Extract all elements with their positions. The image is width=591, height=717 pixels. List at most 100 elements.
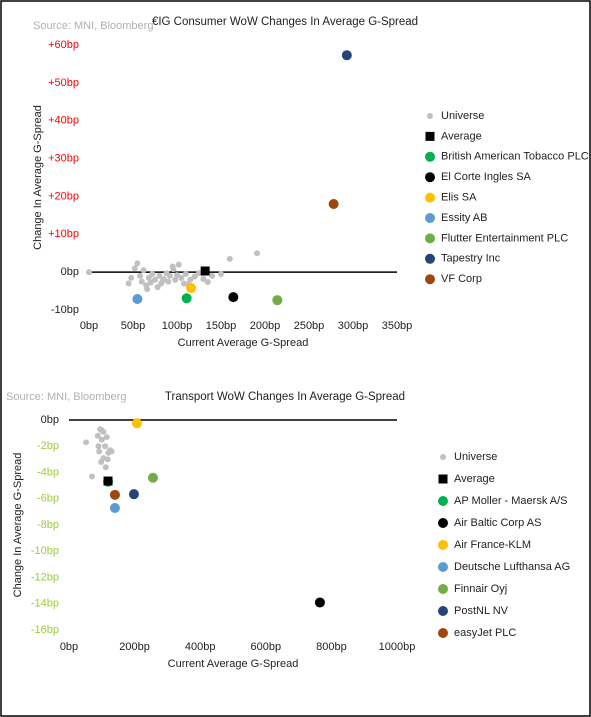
point [166,272,173,279]
y-tick-label: -12bp [31,571,59,583]
legend-label: Average [454,473,495,485]
y-tick-label: -10bp [51,304,79,316]
point [182,271,189,278]
point [147,472,158,483]
point [174,272,180,279]
y-tick-label: +40bp [48,115,79,127]
point [103,476,113,486]
x-tick-label: 150bp [206,320,237,332]
point [102,464,109,471]
legend-marker [425,274,435,285]
legend-label: VF Corp [441,273,482,285]
point [187,276,194,283]
legend-marker [425,192,435,203]
point [204,278,211,285]
point [200,275,207,282]
point [98,427,105,434]
legend-marker [438,562,448,572]
point [109,502,120,513]
point [154,284,161,291]
point [140,267,147,274]
legend-marker [425,131,435,141]
point [138,278,145,285]
legend-marker [425,233,435,244]
legend-label: Deutsche Lufthansa AG [454,561,570,573]
x-tick-label: 100bp [162,320,193,332]
y-tick-label: +30bp [48,152,79,164]
point [128,274,135,281]
point [191,273,198,280]
legend-marker [438,496,448,506]
legend-label: Air Baltic Corp AS [454,517,541,529]
point [98,436,105,443]
y-axis-title: Change In Average G-Spread [12,453,24,598]
x-axis-title: Current Average G-Spread [168,658,299,670]
legend-marker [438,606,448,616]
point [170,266,177,273]
point [200,266,210,276]
point [83,439,90,446]
point [145,274,152,281]
point [104,456,111,463]
y-tick-label: 0bp [41,414,59,426]
point [152,276,158,283]
y-tick-label: +60bp [48,39,79,51]
source: Source: MNI, Bloomberg [6,391,126,403]
legend-label: easyJet PLC [454,627,516,639]
point [228,292,239,303]
legend-marker [438,474,448,484]
legend-marker [438,584,448,594]
point [314,597,325,608]
point [137,272,144,279]
point [125,280,132,287]
chart-title: €IG Consumer WoW Changes In Average G-Sp… [152,16,418,28]
point [186,283,197,294]
y-tick-label: -6bp [37,493,59,505]
point [181,293,192,304]
point [103,434,110,441]
legend-label: AP Moller - Maersk A/S [454,495,568,507]
chart-title: Transport WoW Changes In Average G-Sprea… [165,391,405,403]
point [102,443,109,450]
point [131,265,138,272]
point [165,278,172,285]
point [134,260,141,267]
point [272,295,283,306]
source: Source: MNI, Bloomberg [33,20,153,32]
point [328,199,339,209]
point [172,276,179,283]
point [209,272,216,279]
point [94,432,101,439]
x-tick-label: 250bp [294,320,325,332]
point [109,489,120,500]
legend-label: Universe [454,451,497,463]
legend-label: Essity AB [441,212,487,224]
point [175,261,182,268]
point [156,272,163,279]
y-tick-label: -16bp [31,624,59,636]
y-tick-label: -10bp [31,545,59,557]
point [226,255,233,262]
x-tick-label: 1000bp [379,641,416,653]
point [128,489,139,500]
x-axis-title: Current Average G-Spread [178,337,309,349]
point [95,443,102,450]
y-axis-title: Change In Average G-Spread [32,105,44,250]
x-tick-label: 0bp [80,320,98,332]
legend-marker [425,213,435,223]
legend-marker [438,518,448,528]
legend-marker [438,628,448,638]
point [131,418,142,429]
legend-marker [438,540,448,550]
legend-label: Elis SA [441,192,477,204]
point [108,448,115,455]
legend-label: Air France-KLM [454,539,531,551]
y-tick-label: -2bp [37,440,59,452]
legend-label: Average [441,130,482,142]
x-tick-label: 350bp [382,320,413,332]
point [159,277,166,284]
point [147,279,154,286]
x-tick-label: 400bp [185,641,216,653]
